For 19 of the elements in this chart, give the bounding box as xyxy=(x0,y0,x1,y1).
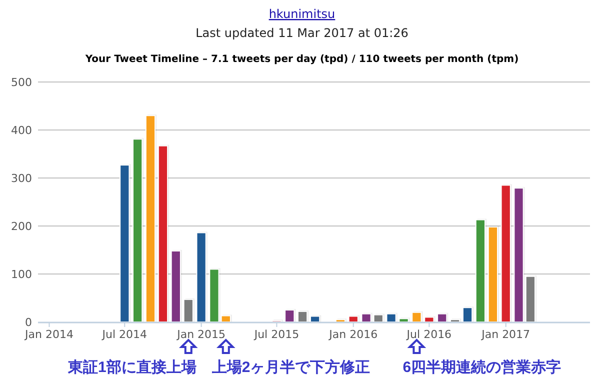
x-tick-label: Jan 2014 xyxy=(24,328,74,341)
y-tick-label: 0 xyxy=(25,316,32,329)
text: hkunimitsu xyxy=(268,7,336,21)
chart-title: Your Tweet Timeline – 7.1 tweets per day (tpd) / 110 tweets per month (tpm) xyxy=(84,54,519,65)
y-tick-label: 100 xyxy=(11,268,32,281)
annotation: 6四半期連続の営業赤字 xyxy=(402,358,562,376)
annotation: 上場2ヶ月半で下方修正 xyxy=(210,358,370,376)
y-tick-label: 300 xyxy=(11,172,32,185)
x-tick-label: Jan 2016 xyxy=(328,328,378,341)
y-tick-label: 500 xyxy=(11,76,32,89)
x-tick-label: Jan 2017 xyxy=(480,328,530,341)
x-tick-label: Jul 2014 xyxy=(101,328,148,341)
x-tick-label: Jul 2016 xyxy=(406,328,452,341)
y-tick-label: 200 xyxy=(11,220,32,233)
annotation: 東証1部に直接上場 xyxy=(67,358,196,376)
x-tick-label: Jan 2015 xyxy=(176,328,226,341)
x-tick-label: Jul 2015 xyxy=(253,328,300,341)
chart-subtitle: Last updated 11 Mar 2017 at 01:26 xyxy=(196,26,408,40)
y-tick-label: 400 xyxy=(11,124,32,137)
